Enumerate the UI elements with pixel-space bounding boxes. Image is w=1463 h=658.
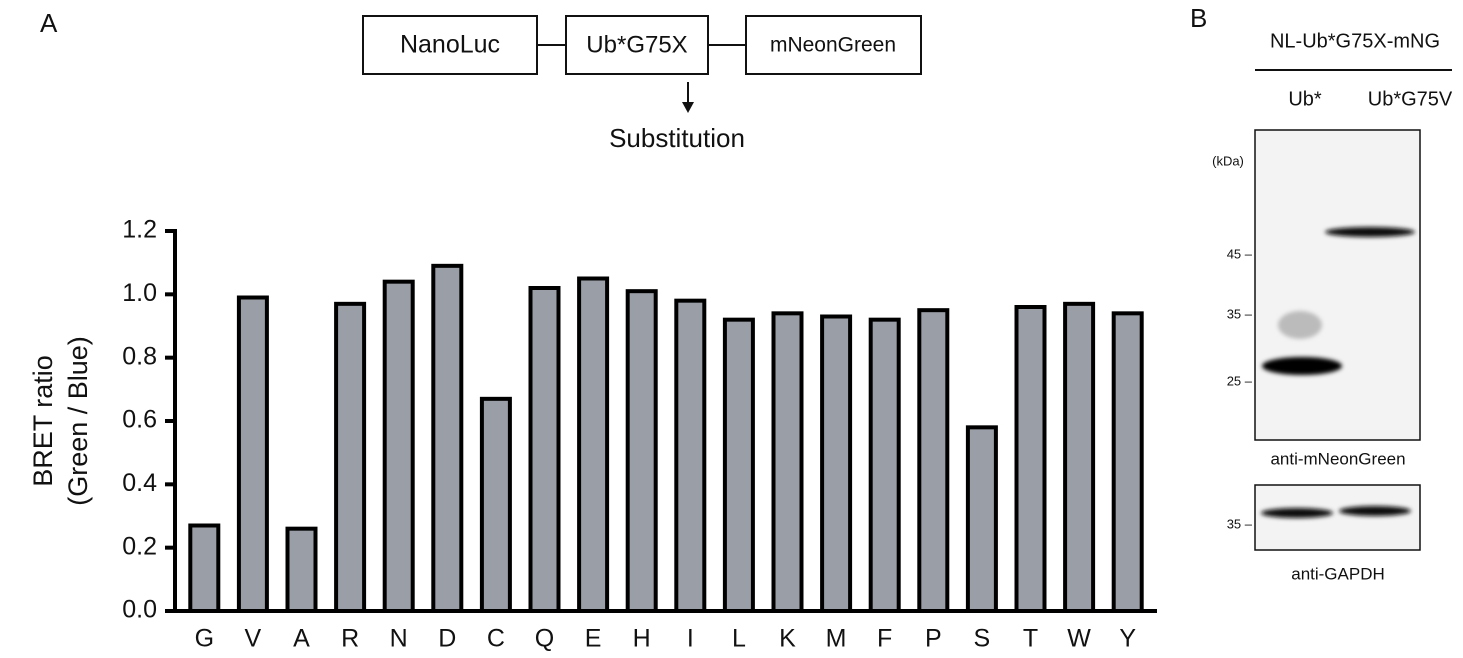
x-tick-label: W xyxy=(1067,625,1091,653)
y-tick-label: 0.6 xyxy=(122,406,157,434)
bar xyxy=(239,298,267,612)
x-tick-label: Q xyxy=(535,625,554,653)
box-label: NanoLuc xyxy=(400,31,500,59)
construct-label: NL-Ub*G75X-mNG xyxy=(1270,30,1440,52)
marker-label: 25 – xyxy=(1227,373,1253,388)
x-tick-label: R xyxy=(341,625,359,653)
bar xyxy=(1114,313,1142,611)
bar xyxy=(676,301,704,611)
bar xyxy=(482,399,510,611)
band xyxy=(1325,227,1415,237)
x-tick-label: P xyxy=(925,625,942,653)
arrow-head xyxy=(682,102,694,113)
lane-label: Ub*G75V xyxy=(1368,88,1453,110)
marker-label: 35 – xyxy=(1227,306,1253,321)
x-tick-label: H xyxy=(633,625,651,653)
bar xyxy=(579,279,607,612)
blot-panel xyxy=(1255,485,1420,550)
bar xyxy=(968,427,996,611)
lane-label: Ub* xyxy=(1288,88,1322,110)
bar xyxy=(725,320,753,611)
western-blot: NL-Ub*G75X-mNG Ub* Ub*G75V (kDa) 45 – 35… xyxy=(1212,30,1453,583)
x-tick-label: G xyxy=(195,625,214,653)
x-tick-label: V xyxy=(245,625,262,653)
bar xyxy=(1065,304,1093,611)
bar xyxy=(336,304,364,611)
x-tick-label: M xyxy=(826,625,847,653)
blot-label: anti-GAPDH xyxy=(1291,564,1385,583)
bar xyxy=(628,291,656,611)
annotation: Substitution xyxy=(609,123,745,153)
y-tick-label: 1.0 xyxy=(122,279,157,307)
x-tick-label: L xyxy=(732,625,746,653)
bar-chart: BRET ratio (Green / Blue) 0.0 0.2 0.4 0.6 0.… xyxy=(28,216,1157,653)
panel-label: B xyxy=(1190,3,1207,33)
y-tick-label: 1.2 xyxy=(122,216,157,244)
x-tick-label: A xyxy=(293,625,310,653)
band xyxy=(1339,506,1411,516)
band xyxy=(1261,508,1333,518)
bar xyxy=(288,529,316,611)
unit-label: (kDa) xyxy=(1212,153,1244,168)
figure: A B NanoLuc Ub*G75X mNeonGreen Substitut… xyxy=(0,0,1463,658)
x-tick-label: F xyxy=(877,625,892,653)
x-tick-label: K xyxy=(779,625,796,653)
blot-panel xyxy=(1255,130,1420,440)
x-tick-label: D xyxy=(438,625,456,653)
x-tick-label: C xyxy=(487,625,505,653)
box-label: Ub*G75X xyxy=(586,31,687,58)
bar xyxy=(871,320,899,611)
y-tick-label: 0.0 xyxy=(122,596,157,624)
bar xyxy=(433,266,461,611)
blot-label: anti-mNeonGreen xyxy=(1270,449,1405,468)
smear xyxy=(1278,311,1322,339)
y-tick-label: 0.8 xyxy=(122,342,157,370)
bar xyxy=(774,313,802,611)
bar xyxy=(385,282,413,611)
x-tick-label: E xyxy=(585,625,602,653)
y-tick-label: 0.4 xyxy=(122,469,157,497)
x-tick-label: T xyxy=(1023,625,1038,653)
x-tick-label: N xyxy=(390,625,408,653)
band xyxy=(1262,357,1342,375)
y-axis-label: (Green / Blue) xyxy=(63,336,93,506)
box-label: mNeonGreen xyxy=(770,34,896,57)
x-tick-label: S xyxy=(974,625,991,653)
x-tick-label: I xyxy=(687,625,694,653)
marker-label: 45 – xyxy=(1227,246,1253,261)
bar xyxy=(919,310,947,611)
bar xyxy=(190,526,218,612)
marker-label: 35 – xyxy=(1227,516,1253,531)
bar xyxy=(822,317,850,612)
bar xyxy=(1017,307,1045,611)
y-axis-label: BRET ratio xyxy=(28,355,58,487)
x-tick-label: Y xyxy=(1119,625,1136,653)
bar xyxy=(531,288,559,611)
panel-label: A xyxy=(40,8,58,38)
y-tick-label: 0.2 xyxy=(122,532,157,560)
